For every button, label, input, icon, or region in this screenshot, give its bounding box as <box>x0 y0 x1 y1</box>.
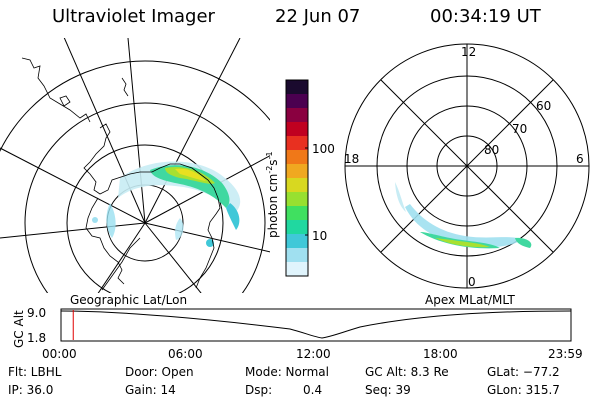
date-label: 22 Jun 07 <box>275 6 361 27</box>
colorbar-tick-10: 10 <box>312 229 328 243</box>
colorbar-band <box>286 234 308 249</box>
colorbar-title: photon cm-2s-1 <box>265 151 280 238</box>
meridian-line <box>97 222 146 293</box>
timeline-xtick-12: 12:00 <box>296 347 331 361</box>
meridian-line <box>0 147 146 224</box>
timeline-ylabel: GC Alt <box>12 310 26 348</box>
mlt-line-diagonal <box>380 79 554 253</box>
door-info: Door: Open <box>125 365 194 379</box>
colorbar-band <box>286 122 308 137</box>
timeline-xtick-6: 06:00 <box>168 347 203 361</box>
mlat-label-70: 70 <box>512 122 527 136</box>
altitude-curve <box>60 310 572 339</box>
dsp-value: 0.4 <box>303 383 323 397</box>
ip-info: IP: 36.0 <box>8 383 54 397</box>
mlt-label-6: 6 <box>576 152 584 166</box>
meridian-line <box>63 38 146 224</box>
left-panel-label: Geographic Lat/Lon <box>70 293 188 307</box>
gc-alt-info: GC Alt: 8.3 Re <box>365 365 449 379</box>
timeline-xtick-0: 00:00 <box>42 347 77 361</box>
glon-info: GLon: 315.7 <box>487 383 560 397</box>
colorbar-band <box>286 94 308 109</box>
glat-info: GLat: −77.2 <box>487 365 560 379</box>
colorbar: photon cm-2s-1 <box>265 79 309 277</box>
altitude-timeline <box>60 308 572 342</box>
colorbar-band <box>286 164 308 179</box>
geographic-image <box>0 38 270 293</box>
colorbar-band <box>286 178 308 193</box>
timeline-ytick-1.8: 1.8 <box>27 331 47 345</box>
mlt-label-18: 18 <box>344 152 359 166</box>
right-panel-label: Apex MLat/MLT <box>425 293 515 307</box>
gain-info: Gain: 14 <box>125 383 176 397</box>
coastline <box>21 57 221 291</box>
timeline-xtick-end: 23:59 <box>548 347 583 361</box>
time-label: 00:34:19 UT <box>430 6 541 27</box>
meridian-line <box>144 222 202 293</box>
colorbar-band <box>286 206 308 221</box>
mlat-label-80: 80 <box>484 143 499 157</box>
instrument-title: Ultraviolet Imager <box>52 6 215 27</box>
colorbar-band <box>286 262 308 277</box>
seq-info: Seq: 39 <box>365 383 411 397</box>
aurora-emission <box>92 161 241 247</box>
timeline-xtick-18: 18:00 <box>423 347 458 361</box>
dsp-label: Dsp: <box>245 383 273 397</box>
colorbar-tick-100: 100 <box>312 142 335 156</box>
mlt-label-12: 12 <box>461 45 476 59</box>
meridian-line <box>144 38 241 224</box>
apex-polar-plot: 12 18 6 0 60 70 80 <box>344 43 590 289</box>
filter-info: Flt: LBHL <box>8 365 62 379</box>
colorbar-band <box>286 192 308 207</box>
colorbar-band <box>286 136 308 151</box>
colorbar-band <box>286 80 308 95</box>
timeline-frame <box>60 308 572 342</box>
meridian-line <box>144 222 270 253</box>
colorbar-frame <box>285 79 309 277</box>
lat-circle <box>66 144 224 293</box>
meridian-line <box>0 222 146 239</box>
lat-circle <box>0 60 270 152</box>
colorbar-band <box>286 248 308 263</box>
mlt-label-0: 0 <box>468 275 476 289</box>
timeline-ytick-9: 9.0 <box>27 306 47 320</box>
mode-info: Mode: Normal <box>245 365 329 379</box>
lat-circle <box>24 102 266 293</box>
mlat-label-60: 60 <box>536 99 551 113</box>
colorbar-band <box>286 220 308 235</box>
aurora-oval <box>395 182 532 249</box>
colorbar-band <box>286 108 308 123</box>
meridian-line <box>127 38 146 224</box>
colorbar-band <box>286 150 308 165</box>
